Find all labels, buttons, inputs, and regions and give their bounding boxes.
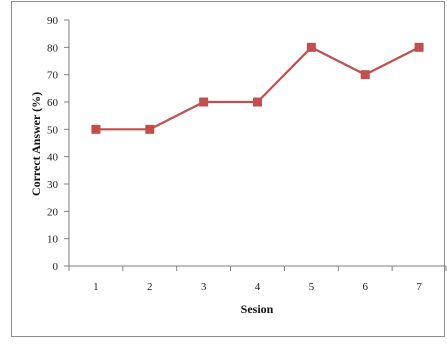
- data-point-marker: [360, 70, 370, 80]
- x-tick-label: 6: [362, 281, 368, 293]
- data-point-marker: [306, 42, 316, 52]
- data-point-marker: [199, 97, 209, 107]
- data-point-marker: [414, 42, 424, 52]
- y-tick-label: 30: [47, 179, 59, 191]
- chart-border: [11, 1, 445, 337]
- y-axis-title: Correct Answer (%): [29, 92, 43, 196]
- x-tick-label: 1: [93, 281, 99, 293]
- x-tick-label: 7: [416, 281, 422, 293]
- y-tick-label: 60: [47, 97, 59, 109]
- x-axis-title: Sesion: [241, 302, 274, 316]
- x-axis-ticks: 1 2 3 4 5 6 7: [68, 266, 447, 293]
- y-tick-label: 50: [47, 124, 59, 136]
- y-tick-label: 70: [47, 70, 59, 82]
- x-tick-label: 2: [147, 281, 153, 293]
- y-axis-ticks: 0 10 20 30 40 50 60 70 80 90: [47, 15, 69, 273]
- y-tick-label: 0: [53, 261, 59, 273]
- y-tick-label: 20: [47, 206, 59, 218]
- series-layer: [91, 42, 424, 134]
- x-tick-label: 3: [201, 281, 207, 293]
- y-tick-label: 90: [47, 15, 59, 27]
- y-tick-label: 80: [47, 42, 59, 54]
- data-point-marker: [91, 124, 101, 134]
- y-tick-label: 10: [47, 234, 59, 246]
- data-point-marker: [145, 124, 155, 134]
- x-tick-label: 5: [309, 281, 315, 293]
- x-tick-label: 4: [255, 281, 261, 293]
- y-tick-label: 40: [47, 152, 59, 164]
- data-point-marker: [253, 97, 262, 107]
